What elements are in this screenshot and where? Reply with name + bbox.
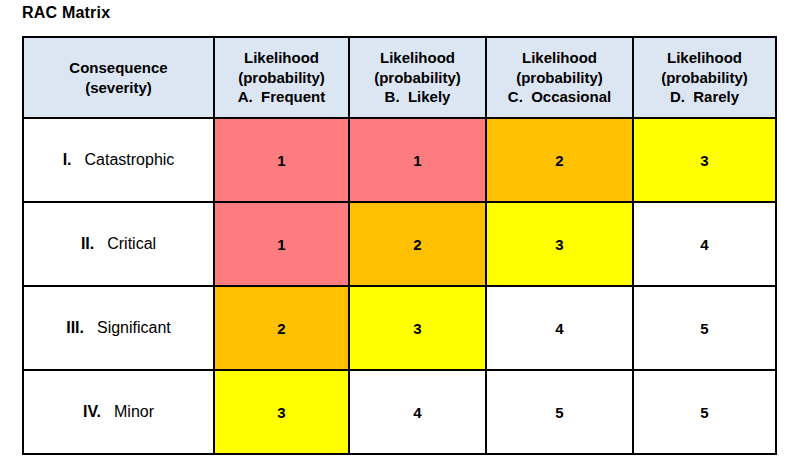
likelihood-d-line1: Likelihood	[634, 48, 775, 68]
rac-cell-iii-d: 5	[633, 286, 776, 370]
row-label-text: Catastrophic	[85, 151, 175, 168]
row-label-text: Minor	[114, 403, 154, 420]
likelihood-d-line2: (probability)	[634, 68, 775, 88]
rac-matrix-table: Consequence (severity) Likelihood (proba…	[22, 36, 777, 455]
consequence-header-line2: (severity)	[24, 78, 213, 98]
likelihood-c-line3: C. Occasional	[487, 87, 632, 107]
likelihood-a-line2: (probability)	[215, 68, 348, 88]
table-row-significant: III. Significant 2 3 4 5	[23, 286, 776, 370]
rac-cell-ii-b: 2	[349, 202, 486, 286]
rac-cell-iii-a: 2	[214, 286, 349, 370]
row-label-catastrophic: I. Catastrophic	[23, 118, 214, 202]
likelihood-header-c: Likelihood (probability) C. Occasional	[486, 37, 633, 118]
rac-cell-i-d: 3	[633, 118, 776, 202]
table-row-catastrophic: I. Catastrophic 1 1 2 3	[23, 118, 776, 202]
likelihood-c-line2: (probability)	[487, 68, 632, 88]
row-label-minor: IV. Minor	[23, 370, 214, 454]
row-numeral: III.	[66, 319, 84, 336]
likelihood-header-d: Likelihood (probability) D. Rarely	[633, 37, 776, 118]
likelihood-c-line1: Likelihood	[487, 48, 632, 68]
rac-cell-iii-c: 4	[486, 286, 633, 370]
rac-cell-iv-a: 3	[214, 370, 349, 454]
likelihood-header-b: Likelihood (probability) B. Likely	[349, 37, 486, 118]
rac-cell-ii-a: 1	[214, 202, 349, 286]
likelihood-b-line1: Likelihood	[350, 48, 485, 68]
header-row: Consequence (severity) Likelihood (proba…	[23, 37, 776, 118]
likelihood-a-line3: A. Frequent	[215, 87, 348, 107]
likelihood-b-line3: B. Likely	[350, 87, 485, 107]
row-numeral: IV.	[83, 403, 101, 420]
rac-cell-ii-d: 4	[633, 202, 776, 286]
rac-cell-iv-c: 5	[486, 370, 633, 454]
table-row-critical: II. Critical 1 2 3 4	[23, 202, 776, 286]
rac-cell-iv-b: 4	[349, 370, 486, 454]
consequence-header-line1: Consequence	[24, 58, 213, 78]
row-label-critical: II. Critical	[23, 202, 214, 286]
likelihood-d-line3: D. Rarely	[634, 87, 775, 107]
page-title: RAC Matrix	[22, 4, 110, 22]
row-numeral: I.	[63, 151, 72, 168]
rac-cell-i-c: 2	[486, 118, 633, 202]
rac-cell-iii-b: 3	[349, 286, 486, 370]
row-label-text: Significant	[97, 319, 171, 336]
consequence-header-cell: Consequence (severity)	[23, 37, 214, 118]
likelihood-b-line2: (probability)	[350, 68, 485, 88]
rac-cell-i-a: 1	[214, 118, 349, 202]
row-label-text: Critical	[107, 235, 156, 252]
likelihood-header-a: Likelihood (probability) A. Frequent	[214, 37, 349, 118]
rac-matrix-page: RAC Matrix Consequence (severity) Likeli…	[0, 0, 810, 473]
likelihood-a-line1: Likelihood	[215, 48, 348, 68]
table-row-minor: IV. Minor 3 4 5 5	[23, 370, 776, 454]
rac-cell-ii-c: 3	[486, 202, 633, 286]
row-label-significant: III. Significant	[23, 286, 214, 370]
rac-cell-iv-d: 5	[633, 370, 776, 454]
row-numeral: II.	[81, 235, 94, 252]
rac-cell-i-b: 1	[349, 118, 486, 202]
